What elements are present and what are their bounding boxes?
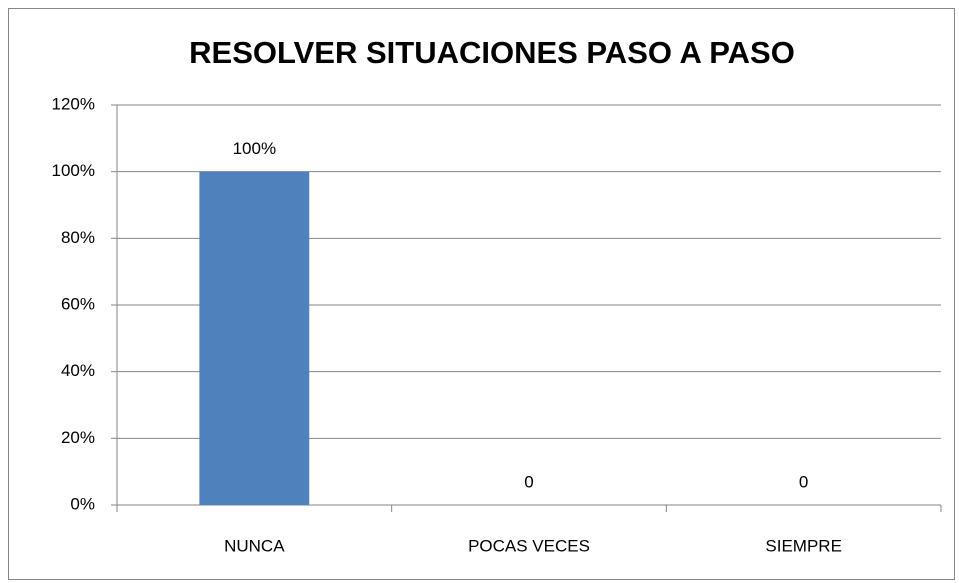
data-label: 0 xyxy=(524,472,533,491)
y-tick-label: 80% xyxy=(61,228,95,247)
y-tick-label: 100% xyxy=(52,161,95,180)
chart-border xyxy=(8,8,955,580)
x-tick-label: NUNCA xyxy=(224,536,285,555)
bar xyxy=(199,171,310,505)
y-tick-label: 20% xyxy=(61,428,95,447)
data-label: 100% xyxy=(233,139,276,158)
y-tick-label: 40% xyxy=(61,361,95,380)
data-label: 0 xyxy=(799,472,808,491)
chart-title: RESOLVER SITUACIONES PASO A PASO xyxy=(189,35,795,70)
y-tick-label: 120% xyxy=(52,94,95,113)
y-tick-label: 60% xyxy=(61,294,95,313)
x-tick-label: SIEMPRE xyxy=(765,536,842,555)
y-tick-label: 0% xyxy=(70,494,95,513)
x-tick-label: POCAS VECES xyxy=(468,536,590,555)
